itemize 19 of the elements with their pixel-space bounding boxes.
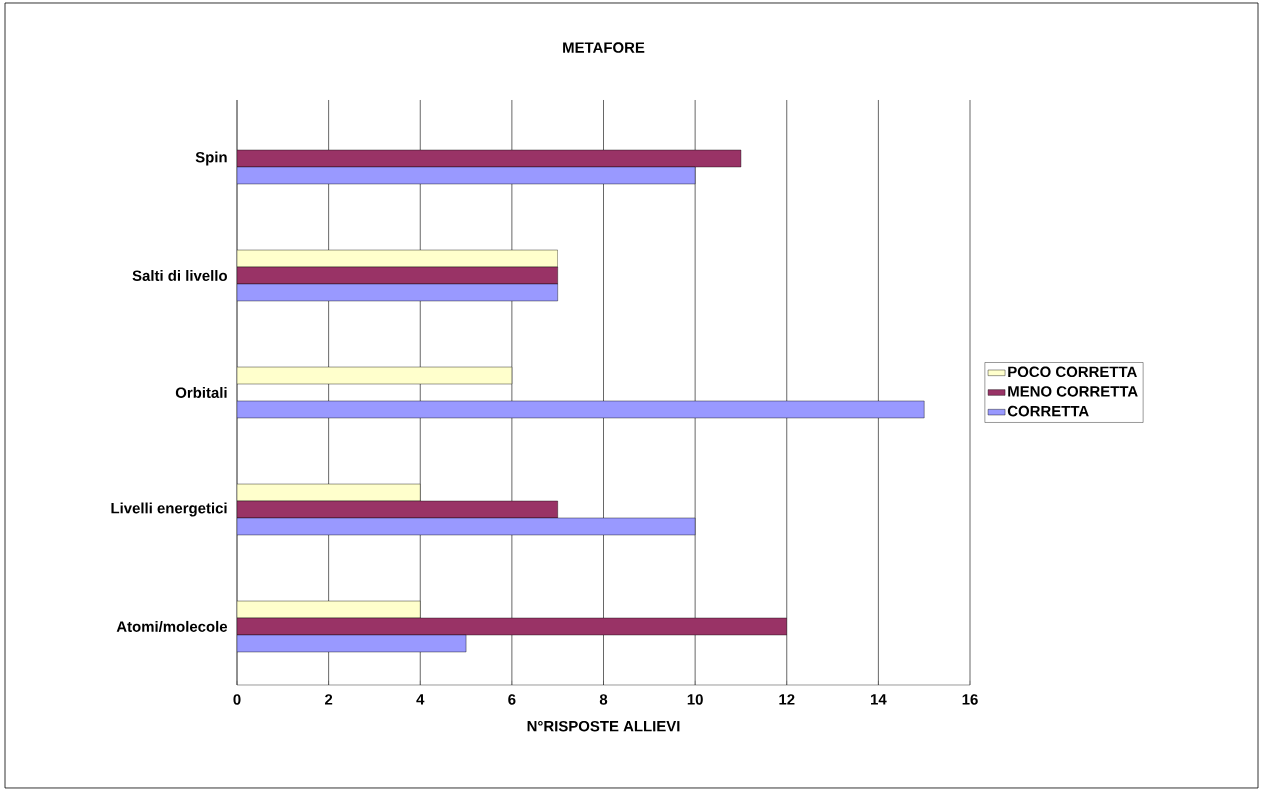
chart-title: METAFORE [563,42,645,53]
y-tick-label: Livelli energetici [111,502,227,517]
y-tick-label: Orbitali [175,387,227,398]
x-tick-label: 4 [416,694,425,705]
y-tick-label: Spin [195,151,227,166]
legend-label: POCO CORRETTA [1008,366,1137,378]
legend-label: MENO CORRETTA [1008,386,1138,397]
y-tick-label: Atomi/molecole [116,620,228,633]
y-tick-label: Salti di livello [132,270,227,281]
x-tick-label: 0 [233,694,241,705]
x-tick-label: 6 [508,694,516,705]
x-tick-label: 16 [962,694,978,705]
x-axis-title: N°RISPOSTE ALLIEVI [527,720,680,732]
x-tick-label: 10 [687,694,703,705]
x-tick-label: 14 [871,694,887,705]
legend-label: CORRETTA [1007,405,1089,417]
x-tick-label: 12 [779,694,795,705]
x-tick-label: 2 [324,694,333,705]
x-tick-label: 8 [599,694,608,705]
